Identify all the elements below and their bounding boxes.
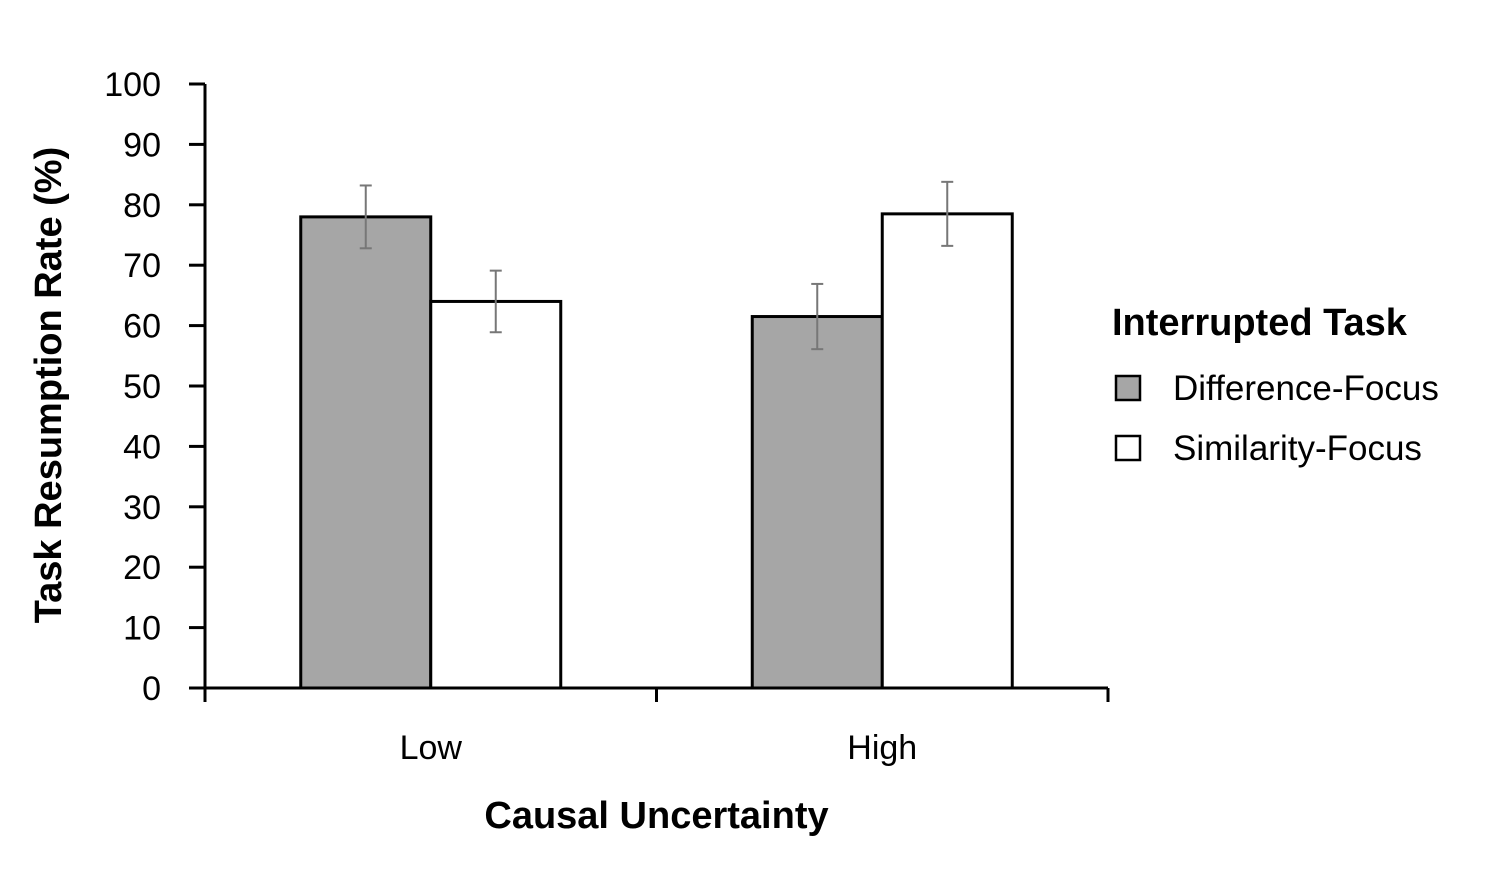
error-bar — [941, 180, 954, 247]
legend-title: Interrupted Task — [1112, 302, 1408, 344]
error-bar — [811, 282, 824, 351]
plot-area — [299, 180, 1014, 690]
error-bar — [489, 269, 502, 334]
y-tick-label: 50 — [123, 368, 161, 406]
y-tick-label: 0 — [142, 670, 161, 708]
bar-difference-focus-high — [750, 315, 884, 690]
y-tick-label: 70 — [123, 247, 161, 285]
y-tick-label: 80 — [123, 187, 161, 225]
y-axis-title: Task Resumption Rate (%) — [28, 147, 70, 623]
x-tick-label: Low — [400, 729, 463, 767]
y-tick-label: 40 — [123, 428, 161, 466]
bar-difference-focus-low — [299, 215, 433, 690]
legend: Interrupted Task Difference-Focus Similar… — [1112, 302, 1439, 468]
x-tick-label: High — [847, 729, 917, 767]
bar-similarity-focus-high — [880, 212, 1014, 690]
legend-label: Difference-Focus — [1173, 369, 1439, 408]
y-tick-label: 100 — [104, 66, 161, 104]
y-tick-label: 60 — [123, 308, 161, 346]
legend-swatch — [1114, 434, 1142, 462]
y-tick-label: 90 — [123, 126, 161, 164]
legend-swatch — [1114, 374, 1142, 402]
error-bar — [359, 184, 372, 250]
y-tick-label: 30 — [123, 489, 161, 527]
legend-label: Similarity-Focus — [1173, 429, 1422, 468]
x-axis-title: Causal Uncertainty — [484, 795, 828, 837]
y-tick-label: 20 — [123, 549, 161, 587]
bar-similarity-focus-low — [429, 299, 563, 690]
y-ticks: 0 10 20 30 40 50 60 70 80 90 100 — [104, 66, 205, 708]
y-tick-label: 10 — [123, 610, 161, 648]
x-ticks: Low High — [203, 688, 1110, 767]
